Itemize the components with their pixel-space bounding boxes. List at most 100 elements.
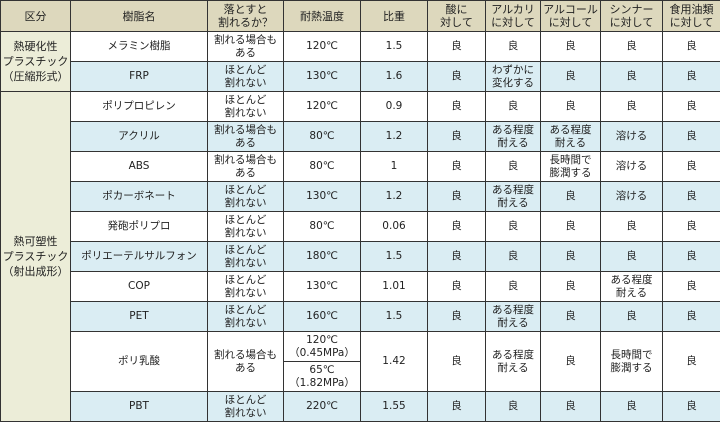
acid-resistance: 良 — [427, 181, 486, 212]
edible-oil-resistance: 良 — [662, 391, 720, 422]
heat-resistance: 120℃ — [283, 91, 361, 122]
edible-oil-resistance: 良 — [662, 271, 720, 302]
table-row-continued: 65℃ （1.82MPa） — [1, 361, 720, 392]
specific-gravity: 1.5 — [360, 31, 428, 62]
edible-oil-resistance: 良 — [662, 31, 720, 62]
edible-oil-resistance: 良 — [662, 331, 720, 392]
header-category: 区分 — [0, 0, 71, 32]
table-row: 熱可塑性 プラスチック （射出成形） ポリプロピレンほとんど 割れない 120℃ 0.… — [0, 91, 720, 422]
alcohol-resistance: ある程度 耐える — [540, 121, 601, 152]
resin-name: COP — [70, 271, 208, 302]
table-row: PET ほとんど 割れない 160℃ 1.5 良ある程度 耐える良良良 — [1, 301, 720, 332]
acid-resistance: 良 — [427, 211, 486, 242]
resin-name: FRP — [70, 61, 208, 92]
alcohol-resistance: 良 — [540, 331, 601, 392]
resin-name: PET — [70, 301, 208, 332]
heat-resistance: 130℃ — [283, 61, 361, 92]
drop-breakage: ほとんど 割れない — [207, 211, 284, 242]
table-row: 熱硬化性 プラスチック （圧縮形式） メラミン樹脂 割れる場合も ある 120℃ 1.5… — [0, 31, 720, 92]
heat-resistance: 120℃ — [283, 31, 361, 62]
thinner-resistance: ある程度 耐える — [600, 271, 663, 302]
alkali-resistance: ある程度 耐える — [485, 181, 541, 212]
resin-name: ポリプロピレン — [70, 91, 208, 122]
alkali-resistance: 良 — [485, 271, 541, 302]
heat-resistance: 80℃ — [283, 121, 361, 152]
header-thinner: シンナー に対して — [600, 0, 663, 32]
thinner-resistance: 溶ける — [600, 151, 663, 182]
drop-breakage: ほとんど 割れない — [207, 391, 284, 422]
specific-gravity: 1.5 — [360, 241, 428, 272]
heat-resistance: 80℃ — [283, 211, 361, 242]
thinner-resistance: 長時間で 膨潤する — [600, 331, 663, 392]
thinner-resistance: 良 — [600, 61, 663, 92]
alcohol-resistance: 良 — [540, 301, 601, 332]
edible-oil-resistance: 良 — [662, 301, 720, 332]
resin-name: メラミン樹脂 — [70, 31, 208, 62]
header-resin-name: 樹脂名 — [70, 0, 208, 32]
alcohol-resistance: 長時間で 膨潤する — [540, 151, 601, 182]
edible-oil-resistance: 良 — [662, 121, 720, 152]
alcohol-resistance: 良 — [540, 181, 601, 212]
acid-resistance: 良 — [427, 121, 486, 152]
alkali-resistance: 良 — [485, 151, 541, 182]
alkali-resistance: 良 — [485, 391, 541, 422]
header-edible-oil: 食用油類 に対して — [662, 0, 720, 32]
heat-resistance: 160℃ — [283, 301, 361, 332]
heat-resistance: 130℃ — [283, 271, 361, 302]
thinner-resistance: 良 — [600, 211, 663, 242]
specific-gravity: 0.06 — [360, 211, 428, 242]
specific-gravity: 1.42 — [360, 331, 428, 392]
category-cell: 熱硬化性 プラスチック （圧縮形式） — [0, 31, 71, 92]
resin-name: ポカーボネート — [70, 181, 208, 212]
edible-oil-resistance: 良 — [662, 181, 720, 212]
table-row: 発砲ポリプロ ほとんど 割れない 80℃ 0.06 良良良良良 — [1, 211, 720, 242]
table-row: PBT ほとんど 割れない 220℃ 1.55 良良良良良 — [1, 391, 720, 422]
table-row: ポカーボネート ほとんど 割れない 130℃ 1.2 良ある程度 耐える良溶ける良 — [1, 181, 720, 212]
heat-resistance: 120℃ （0.45MPa） — [283, 331, 361, 362]
header-heat-resistance: 耐熱温度 — [283, 0, 361, 32]
acid-resistance: 良 — [427, 301, 486, 332]
heat-resistance-secondary: 65℃ （1.82MPa） — [283, 361, 361, 392]
alcohol-resistance: 良 — [540, 391, 601, 422]
acid-resistance: 良 — [427, 31, 486, 62]
resin-name: ポリエーテルサルフォン — [70, 241, 208, 272]
acid-resistance: 良 — [427, 331, 486, 392]
alcohol-resistance: 良 — [540, 31, 601, 62]
specific-gravity: 1.2 — [360, 121, 428, 152]
acid-resistance: 良 — [427, 391, 486, 422]
specific-gravity: 1.01 — [360, 271, 428, 302]
alkali-resistance: わずかに 変化する — [485, 61, 541, 92]
heat-resistance: 220℃ — [283, 391, 361, 422]
alcohol-resistance: 良 — [540, 91, 601, 122]
thinner-resistance: 良 — [600, 31, 663, 62]
table-row: FRP ほとんど 割れない 130℃ 1.6 良わずかに 変化する良良良 — [1, 61, 720, 92]
resin-name: ポリ乳酸 — [70, 331, 208, 392]
edible-oil-resistance: 良 — [662, 91, 720, 122]
thinner-resistance: 良 — [600, 91, 663, 122]
specific-gravity: 1 — [360, 151, 428, 182]
alkali-resistance: 良 — [485, 91, 541, 122]
edible-oil-resistance: 良 — [662, 241, 720, 272]
heat-resistance: 80℃ — [283, 151, 361, 182]
drop-breakage: 割れる場合も ある — [207, 331, 284, 392]
thinner-resistance: 良 — [600, 241, 663, 272]
alkali-resistance: 良 — [485, 31, 541, 62]
resin-name: ABS — [70, 151, 208, 182]
edible-oil-resistance: 良 — [662, 211, 720, 242]
specific-gravity: 1.55 — [360, 391, 428, 422]
alcohol-resistance: 良 — [540, 241, 601, 272]
thinner-resistance: 溶ける — [600, 181, 663, 212]
drop-breakage: ほとんど 割れない — [207, 61, 284, 92]
table-row: ABS 割れる場合も ある 80℃ 1 良良長時間で 膨潤する 溶ける良 — [1, 151, 720, 182]
header-alcohol: アルコール に対して — [540, 0, 601, 32]
specific-gravity: 1.6 — [360, 61, 428, 92]
table-row: COP ほとんど 割れない 130℃ 1.01 良良良ある程度 耐える良 — [1, 271, 720, 302]
edible-oil-resistance: 良 — [662, 151, 720, 182]
alkali-resistance: ある程度 耐える — [485, 331, 541, 392]
thinner-resistance: 良 — [600, 391, 663, 422]
category-cell: 熱可塑性 プラスチック （射出成形） — [0, 91, 71, 422]
alkali-resistance: 良 — [485, 211, 541, 242]
drop-breakage: 割れる場合も ある — [207, 31, 284, 62]
header-alkali: アルカリ に対して — [485, 0, 541, 32]
